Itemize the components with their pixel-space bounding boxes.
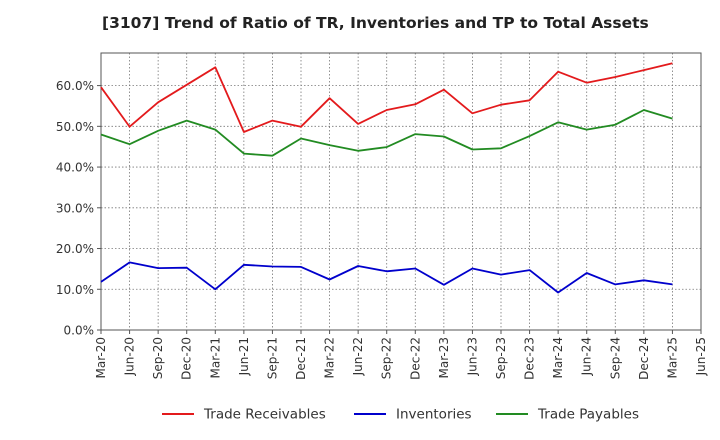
- plot-frame: [100, 52, 702, 331]
- series-line-inventories: [100, 261, 673, 294]
- x-tick-label: Jun-23: [465, 337, 479, 376]
- series-lines: [100, 62, 673, 294]
- x-tick-label: Jun-21: [237, 337, 251, 376]
- chart-title: [3107] Trend of Ratio of TR, Inventories…: [102, 14, 649, 32]
- x-tick-label: Sep-24: [608, 337, 622, 379]
- x-tick-label: Jun-20: [123, 337, 137, 376]
- x-tick-label: Jun-24: [580, 337, 594, 376]
- y-tick-label: 10.0%: [56, 283, 94, 297]
- series-line-trade-receivables: [100, 62, 673, 133]
- y-tick-label: 40.0%: [56, 161, 94, 175]
- legend-label-trade-payables: Trade Payables: [537, 407, 639, 423]
- x-tick-label: Jun-22: [351, 337, 365, 376]
- x-tick-label: Mar-21: [208, 337, 222, 378]
- x-tick-label: Mar-20: [94, 337, 108, 378]
- x-tick-label: Sep-20: [151, 337, 165, 379]
- x-tick-label: Mar-22: [323, 337, 337, 378]
- y-tick-label: 20.0%: [56, 242, 94, 256]
- plot-area: [101, 53, 701, 330]
- x-tick-label: Mar-25: [665, 337, 679, 378]
- legend-label-inventories: Inventories: [396, 407, 472, 423]
- x-tick-label: Mar-24: [551, 337, 565, 378]
- x-tick-label: Sep-23: [494, 337, 508, 379]
- y-tick-label: 0.0%: [64, 324, 95, 338]
- legend: Trade Receivables Inventories Trade Payabl…: [162, 407, 639, 423]
- x-tick-label: Dec-22: [408, 337, 422, 380]
- x-tick-label: Jun-25: [694, 337, 708, 376]
- series-line-trade-payables: [100, 109, 673, 157]
- axes: 0.0% 10.0% 20.0% 30.0% 40.0% 50.0% 60.0% Mar-20…: [56, 52, 708, 380]
- y-tick-label: 30.0%: [56, 201, 94, 215]
- x-tick-label: Dec-23: [523, 337, 537, 380]
- x-tick-label: Sep-22: [380, 337, 394, 379]
- x-tick-label: Dec-20: [180, 337, 194, 380]
- x-tick-label: Dec-24: [637, 337, 651, 380]
- x-tick-label: Dec-21: [294, 337, 308, 380]
- y-tick-label: 50.0%: [56, 120, 94, 134]
- grid-lines: [100, 53, 702, 331]
- legend-label-trade-receivables: Trade Receivables: [203, 407, 326, 423]
- x-tick-label: Mar-23: [437, 337, 451, 378]
- x-tick-label: Sep-21: [265, 337, 279, 379]
- y-tick-label: 60.0%: [56, 79, 94, 93]
